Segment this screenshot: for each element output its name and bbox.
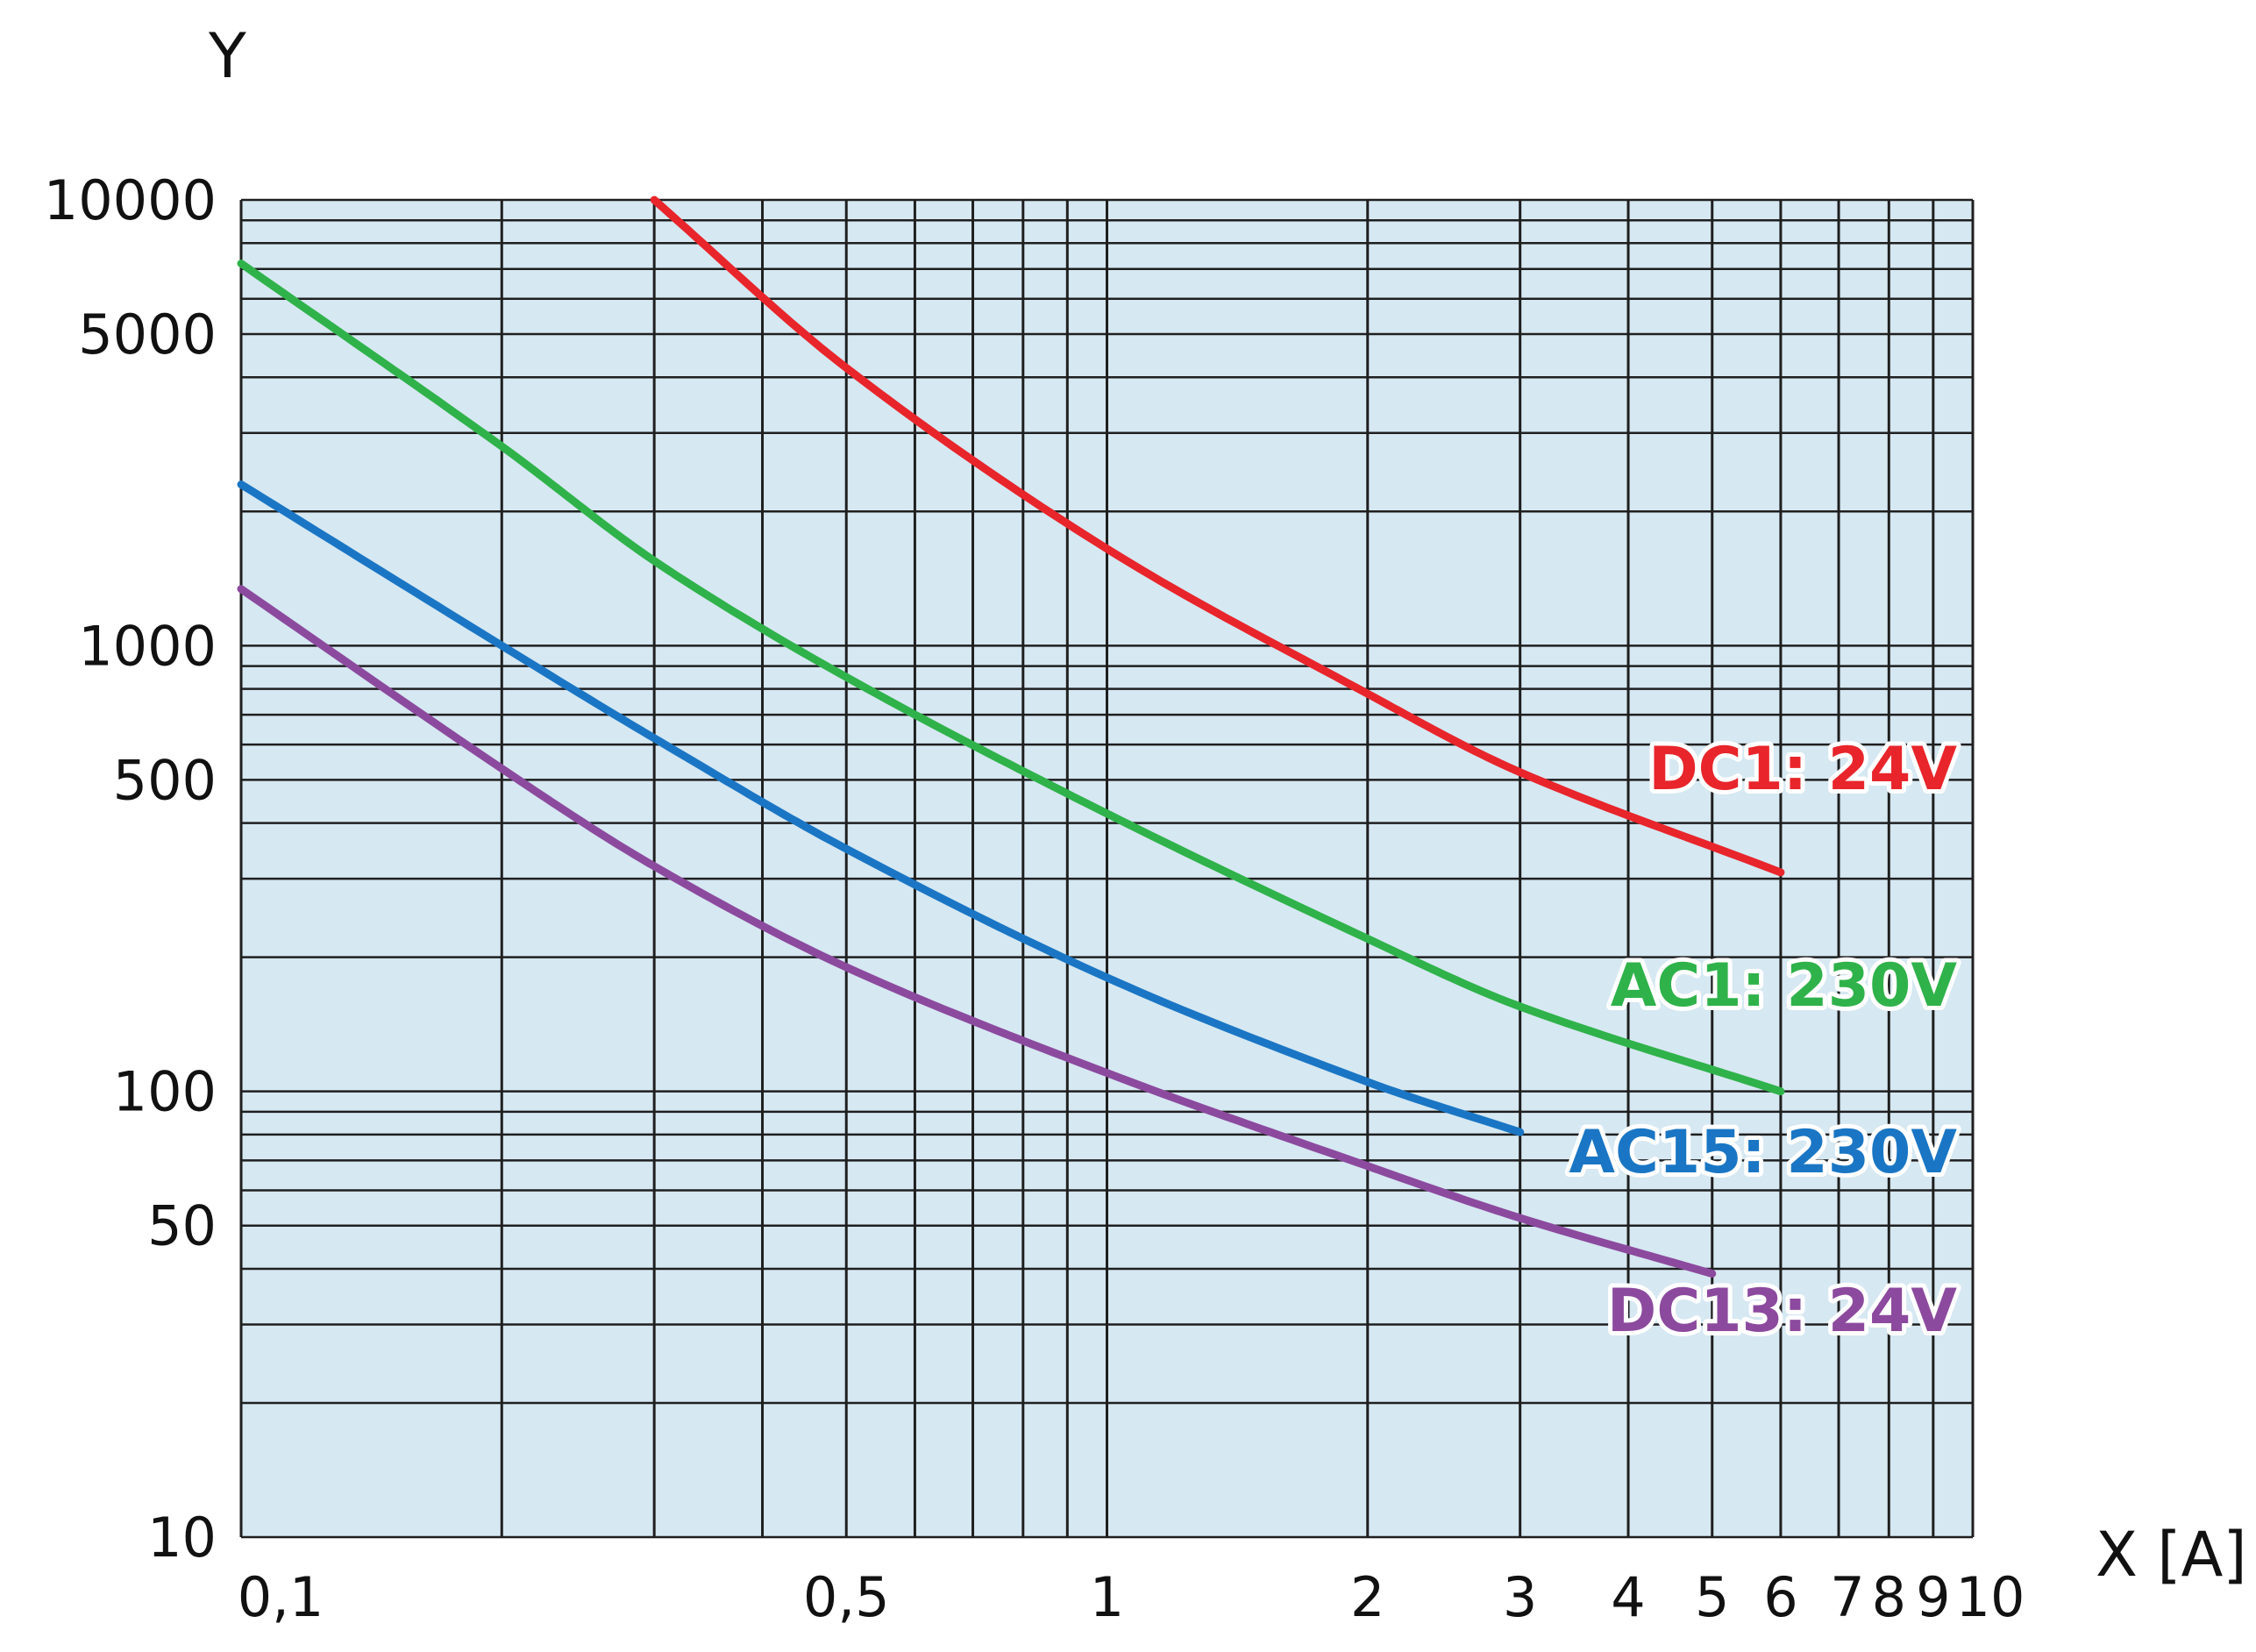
x-tick-label: 10 bbox=[1956, 1565, 2025, 1629]
series-line-ac1-230v bbox=[237, 260, 1785, 1096]
x-axis-title: X [A] bbox=[2096, 1519, 2247, 1591]
series-label-ac1-230v: AC1: 230V bbox=[1611, 951, 1958, 1021]
x-tick-label: 1 bbox=[1090, 1565, 1124, 1629]
y-tick-label: 10000 bbox=[44, 168, 217, 232]
x-tick-label: 5 bbox=[1695, 1565, 1729, 1629]
x-tick-label: 6 bbox=[1763, 1565, 1797, 1629]
y-tick-label: 50 bbox=[147, 1194, 217, 1258]
x-tick-label: 2 bbox=[1350, 1565, 1384, 1629]
series-line-dc1-24v bbox=[650, 196, 1785, 877]
x-tick-label: 3 bbox=[1503, 1565, 1537, 1629]
series-lines bbox=[237, 196, 1785, 1278]
y-tick-label: 1000 bbox=[78, 614, 217, 678]
x-tick-labels: 0,1 0,5 1 2 3 4 5 6 7 8 9 10 bbox=[238, 1565, 2025, 1629]
series-label-ac15-230v: AC15: 230V bbox=[1569, 1118, 1957, 1187]
y-axis-title: Y bbox=[208, 20, 246, 92]
x-tick-label: 0,1 bbox=[238, 1565, 324, 1629]
x-tick-label: 4 bbox=[1611, 1565, 1645, 1629]
y-tick-label: 100 bbox=[113, 1060, 217, 1124]
y-tick-labels: 10 50 100 500 1000 5000 10000 bbox=[44, 168, 217, 1570]
x-tick-label: 8 bbox=[1872, 1565, 1906, 1629]
x-tick-label: 7 bbox=[1830, 1565, 1864, 1629]
y-tick-label: 10 bbox=[147, 1506, 217, 1570]
series-label-dc1-24v: DC1: 24V bbox=[1648, 735, 1957, 804]
y-gridlines bbox=[241, 198, 1973, 1539]
series-line-ac15-230v bbox=[237, 481, 1525, 1136]
x-tick-label: 9 bbox=[1916, 1565, 1950, 1629]
series-labels: DC1: 24V AC1: 230V AC15: 230V DC13: 24V bbox=[1564, 730, 1961, 1350]
x-tick-label: 0,5 bbox=[803, 1565, 890, 1629]
y-tick-label: 500 bbox=[113, 748, 217, 812]
series-label-dc13-24v: DC13: 24V bbox=[1607, 1277, 1957, 1346]
series-line-dc13-24v bbox=[237, 585, 1717, 1278]
y-tick-label: 5000 bbox=[78, 303, 217, 367]
